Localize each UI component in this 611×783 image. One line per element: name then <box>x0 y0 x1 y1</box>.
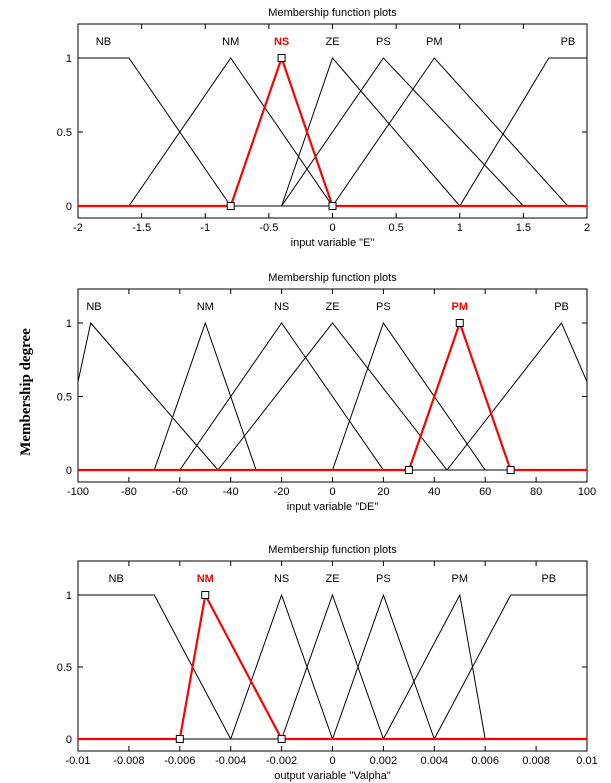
y-tick-label: 0.5 <box>57 127 72 139</box>
x-tick-label: 1.5 <box>516 222 531 234</box>
plot-frame <box>77 23 588 219</box>
x-tick-label: -60 <box>172 486 188 498</box>
mf-vertex-pm <box>455 319 464 327</box>
x-tick-label: 0.006 <box>471 755 499 767</box>
y-axis-label: Membership degree <box>18 328 34 456</box>
mf-label-ze: ZE <box>325 573 339 585</box>
x-tick-label: -2 <box>73 222 83 234</box>
panel-title: Membership function plots <box>268 7 397 19</box>
x-tick-label: 0 <box>329 755 335 767</box>
x-tick-label: -0.006 <box>164 755 195 767</box>
y-tick-label: 0 <box>66 734 72 746</box>
mf-label-pm: PM <box>452 573 469 585</box>
mf-vertex-pm <box>506 466 515 474</box>
y-tick-label: 1 <box>66 53 72 65</box>
mf-label-ps: PS <box>376 36 391 48</box>
mf-label-nm: NM <box>222 36 239 48</box>
mf-vertex-ns <box>277 54 286 62</box>
mf-line-pb <box>78 594 587 740</box>
x-tick-label: -0.002 <box>266 755 297 767</box>
x-tick-label: -0.008 <box>113 755 144 767</box>
x-tick-label: 60 <box>479 486 491 498</box>
mf-label-nb: NB <box>86 301 101 313</box>
mf-vertex-pm <box>404 466 413 474</box>
mf-vertex-nm <box>201 591 210 599</box>
mf-label-nb: NB <box>109 573 124 585</box>
mf-label-ps: PS <box>376 301 391 313</box>
plot-frame <box>77 288 588 483</box>
plot-frame <box>77 560 588 752</box>
x-tick-label: 1 <box>457 222 463 234</box>
mf-label-pb: PB <box>554 301 569 313</box>
y-tick-label: 0.5 <box>57 662 72 674</box>
mf-label-nb: NB <box>96 36 111 48</box>
mf-label-ns: NS <box>274 301 289 313</box>
mf-label-ns: NS <box>274 36 289 48</box>
x-tick-label: 0.01 <box>576 755 597 767</box>
y-tick-label: 0.5 <box>57 392 72 404</box>
mf-vertex-ns <box>226 202 235 210</box>
x-axis-label: output variable "Valpha" <box>274 770 391 782</box>
x-tick-label: -0.01 <box>65 755 90 767</box>
y-tick-label: 0 <box>66 201 72 213</box>
x-tick-label: -1 <box>200 222 210 234</box>
mf-label-pb: PB <box>561 36 576 48</box>
x-tick-label: -100 <box>67 486 89 498</box>
x-tick-label: 0.004 <box>421 755 449 767</box>
y-tick-label: 1 <box>66 318 72 330</box>
y-tick-label: 0 <box>66 465 72 477</box>
x-tick-label: 0.002 <box>370 755 398 767</box>
panel-1: Membership function plots -2 -1.5 -1 -0.5 0 0.… <box>57 7 590 249</box>
panel-3: Membership function plots -0.01 -0.008 -0.0… <box>57 544 598 782</box>
mf-vertex-ns <box>328 202 337 210</box>
x-tick-label: 0 <box>329 486 335 498</box>
x-tick-label: 2 <box>584 222 590 234</box>
x-tick-label: -80 <box>121 486 137 498</box>
mf-line-pb <box>78 57 587 207</box>
y-tick-label: 1 <box>66 590 72 602</box>
x-tick-label: -20 <box>274 486 290 498</box>
mf-label-ze: ZE <box>325 301 339 313</box>
mf-label-pm: PM <box>452 301 469 313</box>
x-tick-label: 0.008 <box>522 755 550 767</box>
mf-label-ps: PS <box>376 573 391 585</box>
x-axis-label: input variable "E" <box>291 237 375 249</box>
x-tick-label: 80 <box>530 486 542 498</box>
panel-2: Membership function plots -100 -80 -60 -40 -2… <box>57 272 596 513</box>
mf-label-pb: PB <box>541 573 556 585</box>
mf-label-pm: PM <box>426 36 443 48</box>
x-tick-label: 0 <box>329 222 335 234</box>
mf-label-nm: NM <box>197 301 214 313</box>
x-axis-label: input variable "DE" <box>287 501 379 513</box>
mf-label-ze: ZE <box>325 36 339 48</box>
mf-label-nm: NM <box>197 573 214 585</box>
panel-title: Membership function plots <box>268 272 397 284</box>
x-tick-label: -1.5 <box>132 222 151 234</box>
x-tick-label: -0.004 <box>215 755 246 767</box>
mf-label-ns: NS <box>274 573 289 585</box>
mf-vertex-nm <box>277 735 286 743</box>
x-tick-label: 100 <box>578 486 596 498</box>
panel-title: Membership function plots <box>268 544 397 556</box>
x-tick-label: -40 <box>223 486 239 498</box>
x-tick-label: 20 <box>377 486 389 498</box>
x-tick-label: 40 <box>428 486 440 498</box>
mf-vertex-nm <box>175 735 184 743</box>
x-tick-label: 0.5 <box>388 222 403 234</box>
x-tick-label: -0.5 <box>259 222 278 234</box>
